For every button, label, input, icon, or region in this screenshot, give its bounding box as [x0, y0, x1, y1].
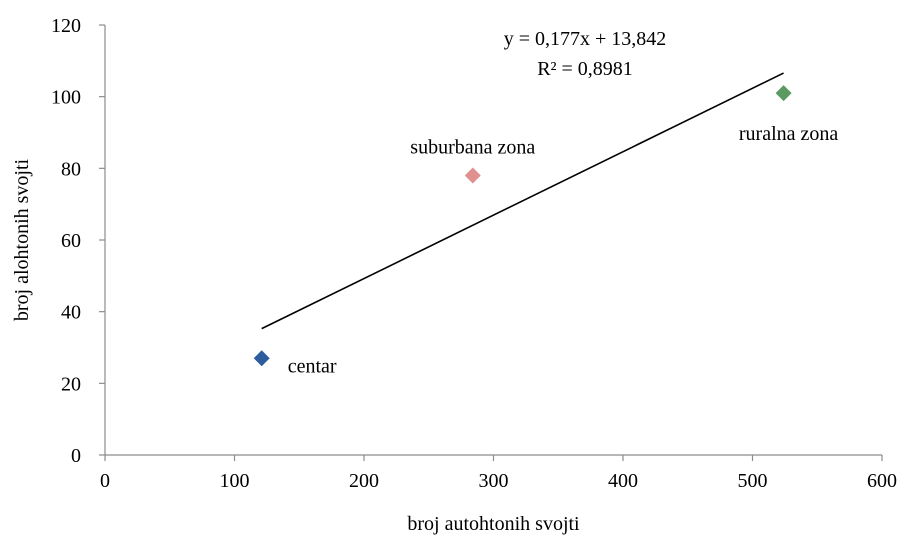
y-tick-label: 0: [71, 445, 81, 467]
y-tick-label: 120: [51, 15, 81, 37]
x-axis-title: broj autohtonih svojti: [407, 513, 580, 535]
x-tick-label: 500: [738, 470, 768, 492]
y-tick-label: 100: [51, 87, 81, 109]
data-label-suburbana-zona: suburbana zona: [410, 137, 535, 159]
data-points: [253, 85, 792, 367]
y-axis-title: broj alohtonih svojti: [11, 158, 33, 321]
axes: [104, 25, 882, 456]
x-tick-label: 200: [349, 470, 379, 492]
y-axis-ticks: 0 20 40 60 80 100 120: [51, 15, 105, 467]
data-point-ruralna-zona: [775, 85, 792, 102]
trendline-r-squared: R² = 0,8981: [537, 58, 633, 80]
data-point-centar: [253, 350, 270, 367]
x-tick-label: 100: [220, 470, 250, 492]
data-point-suburbana-zona: [464, 167, 481, 184]
x-tick-label: 600: [867, 470, 897, 492]
y-tick-label: 60: [61, 230, 81, 252]
x-axis-ticks: 0 100 200 300 400 500 600: [100, 455, 897, 492]
point-labels: centar suburbana zona ruralna zona: [288, 123, 839, 377]
x-tick-label: 0: [100, 470, 110, 492]
trendline-group: y = 0,177x + 13,842 R² = 0,8981: [261, 28, 784, 330]
trendline-equation: y = 0,177x + 13,842: [504, 28, 667, 50]
x-tick-label: 300: [479, 470, 509, 492]
data-label-ruralna-zona: ruralna zona: [739, 123, 839, 145]
x-tick-label: 400: [608, 470, 638, 492]
y-tick-label: 40: [61, 302, 81, 324]
trendline: [261, 72, 784, 330]
data-label-centar: centar: [288, 355, 337, 377]
y-tick-label: 20: [61, 373, 81, 395]
y-tick-label: 80: [61, 158, 81, 180]
